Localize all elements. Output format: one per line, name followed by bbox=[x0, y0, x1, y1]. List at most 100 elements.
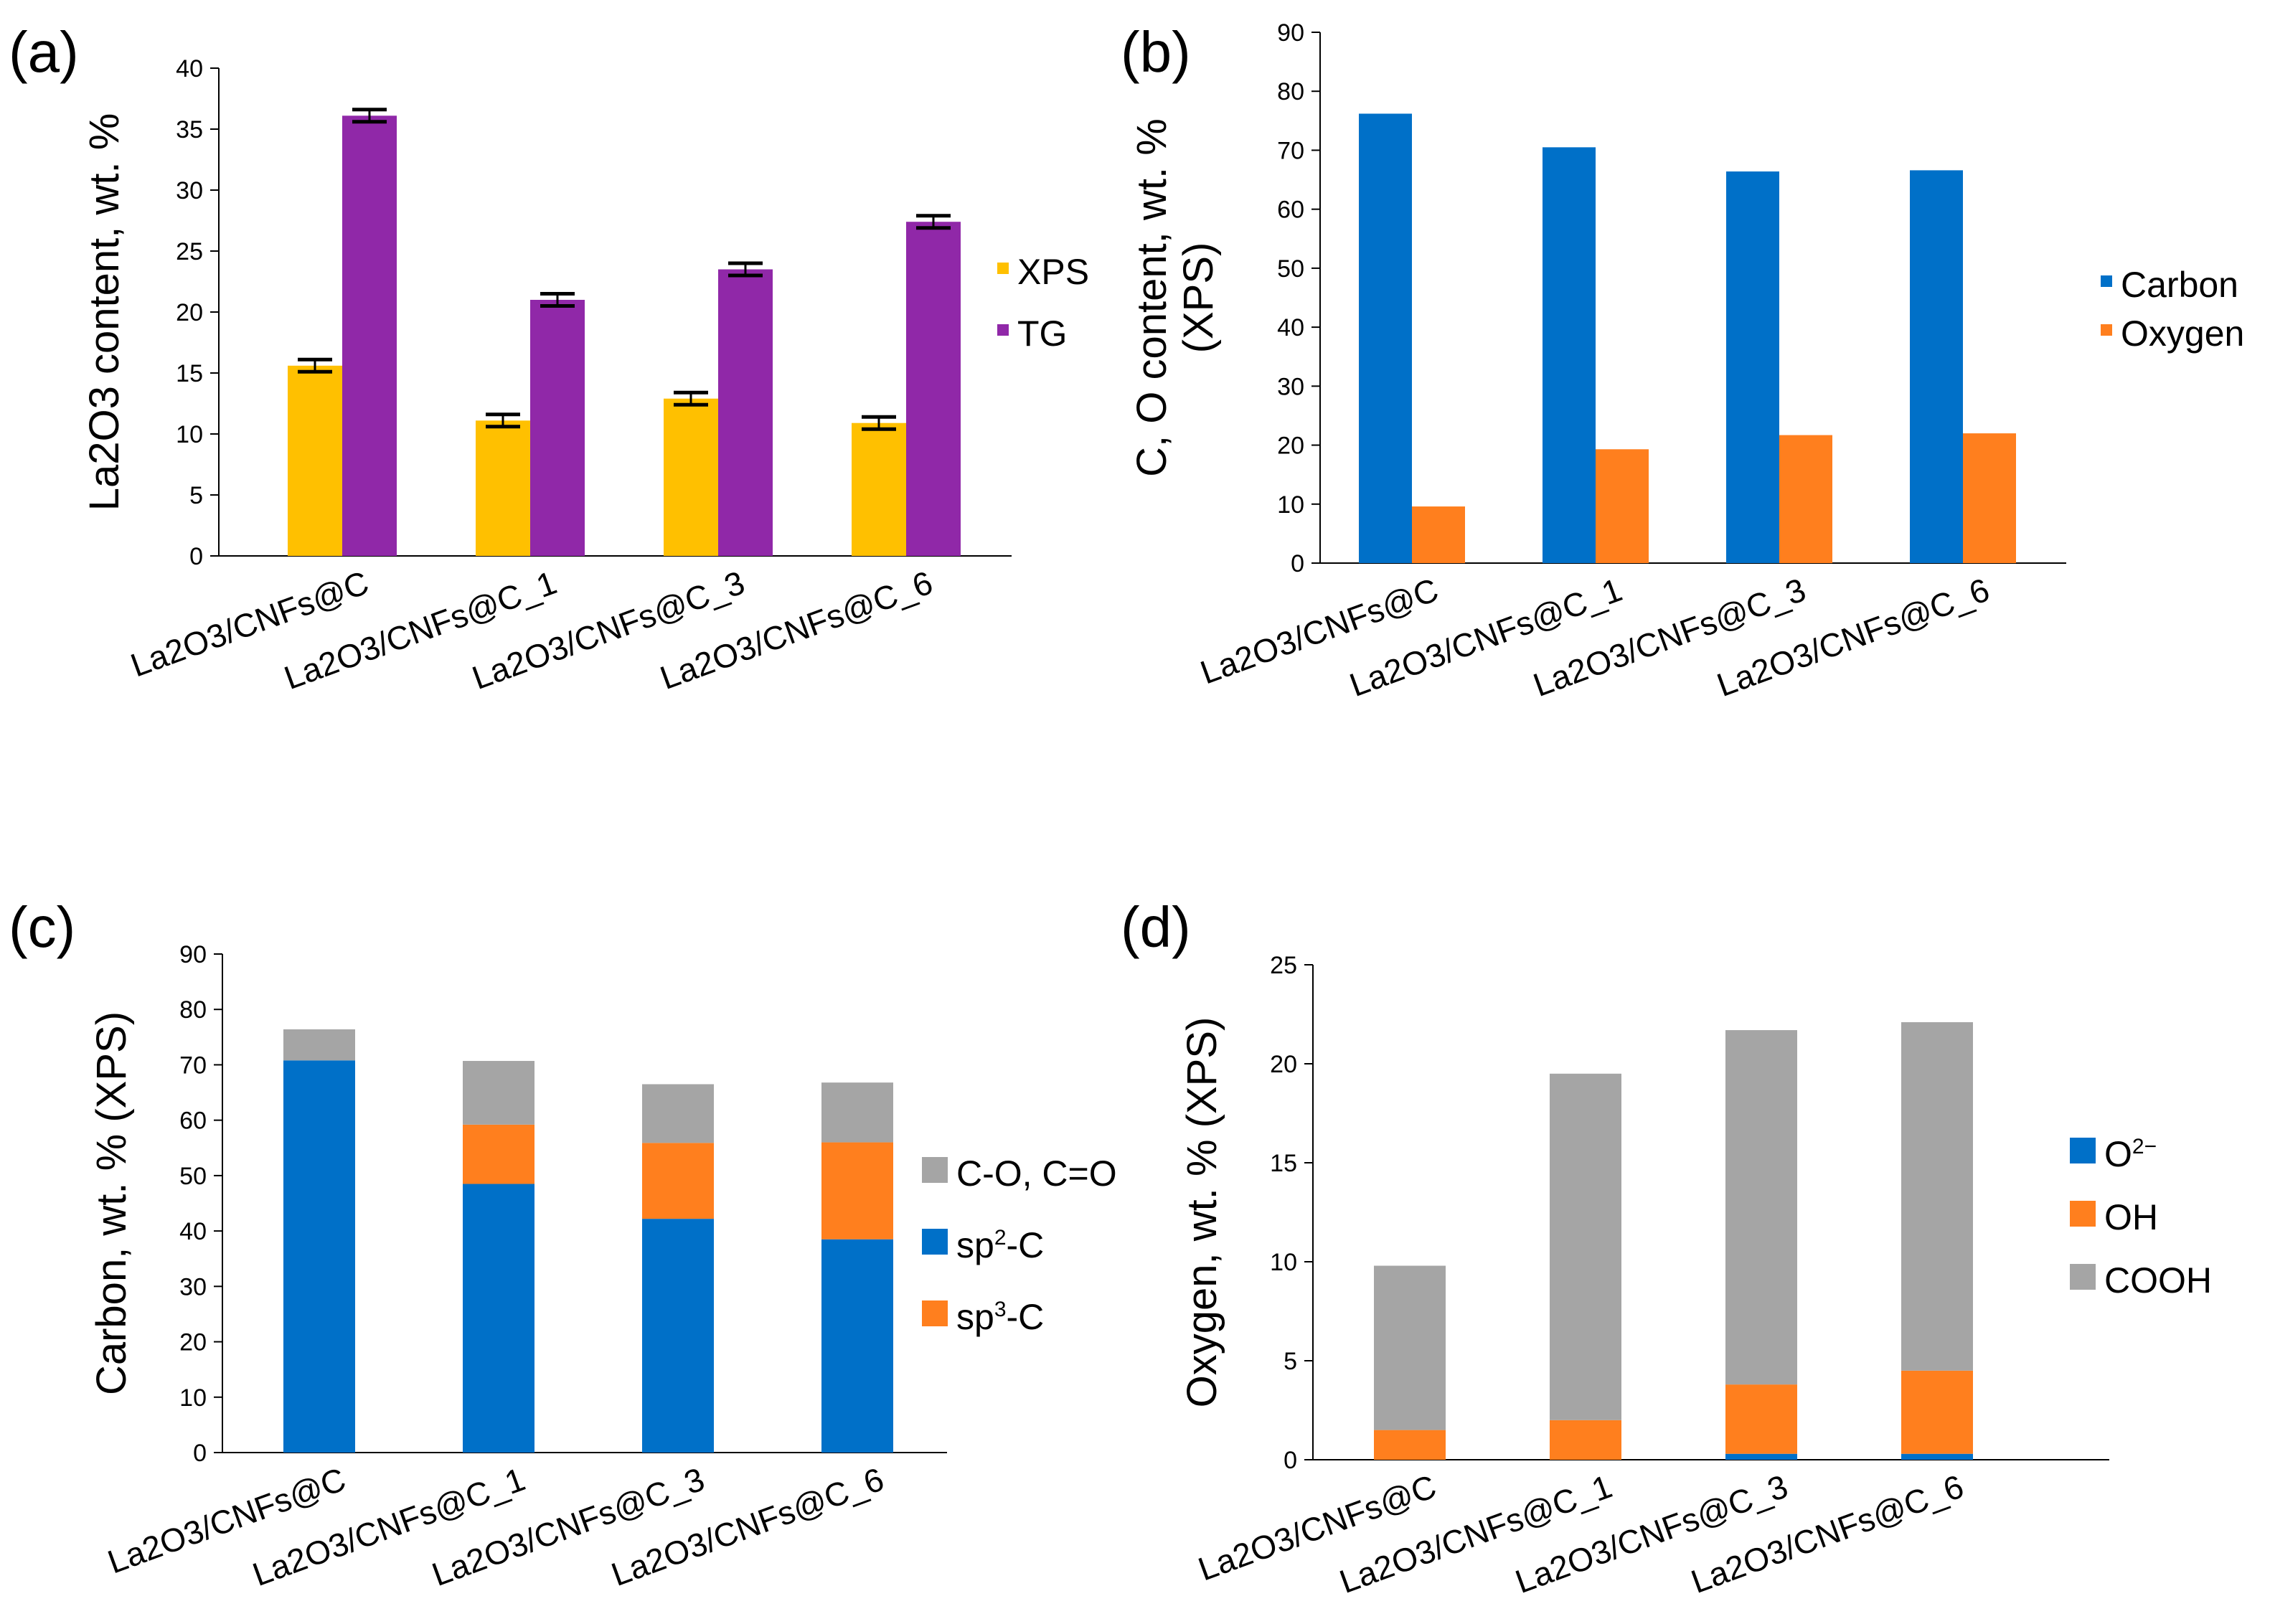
y-tick-label: 0 bbox=[1291, 550, 1304, 577]
y-tick-label: 80 bbox=[1277, 78, 1304, 105]
legend-label: OH bbox=[2104, 1197, 2158, 1237]
y-tick-label: 15 bbox=[1270, 1150, 1297, 1177]
y-tick-label: 90 bbox=[1277, 19, 1304, 47]
bar-segment-c-o-c-o-2 bbox=[463, 1061, 534, 1125]
bar-oxygen-1 bbox=[1412, 506, 1465, 563]
y-tick-label: 5 bbox=[189, 482, 203, 509]
bar-segment-cooh-3 bbox=[1725, 1030, 1797, 1385]
y-tick-label: 30 bbox=[1277, 373, 1304, 400]
legend-label: O2− bbox=[2104, 1134, 2157, 1174]
y-tick-label: 0 bbox=[193, 1440, 207, 1467]
bar-oxygen-4 bbox=[1963, 433, 2016, 563]
y-tick-label: 80 bbox=[179, 996, 207, 1024]
legend-label: Oxygen bbox=[2121, 313, 2244, 354]
y-tick-label: 5 bbox=[1284, 1348, 1297, 1375]
y-tick-label: 50 bbox=[179, 1163, 207, 1190]
y-tick-label: 40 bbox=[179, 1218, 207, 1245]
bar-segment-oh-2 bbox=[1550, 1420, 1621, 1460]
panel-label-c: (c) bbox=[9, 895, 75, 959]
panel-label-b: (b) bbox=[1121, 20, 1191, 84]
bar-tg-3 bbox=[718, 269, 773, 556]
y-tick-label: 15 bbox=[176, 360, 203, 387]
y-tick-label: 10 bbox=[1277, 491, 1304, 519]
bar-segment-o2--4 bbox=[1901, 1453, 1973, 1460]
y-axis-title: La2O3 content, wt. % bbox=[81, 113, 128, 511]
y-axis-title: Carbon, wt. % (XPS) bbox=[88, 1011, 135, 1395]
panel-label-a: (a) bbox=[9, 20, 79, 84]
bar-segment-c-o-c-o-3 bbox=[642, 1084, 714, 1143]
legend-label: TG bbox=[1017, 313, 1067, 354]
bar-segment-sp2-c-2 bbox=[463, 1184, 534, 1453]
y-tick-label: 25 bbox=[176, 238, 203, 265]
bar-segment-cooh-4 bbox=[1901, 1022, 1973, 1371]
y-tick-label: 50 bbox=[1277, 255, 1304, 283]
y-tick-label: 60 bbox=[179, 1108, 207, 1135]
legend-label: COOH bbox=[2104, 1260, 2212, 1300]
y-tick-label: 60 bbox=[1277, 197, 1304, 224]
legend-label: XPS bbox=[1017, 252, 1089, 292]
legend-swatch bbox=[2101, 275, 2112, 287]
y-tick-label: 30 bbox=[179, 1273, 207, 1300]
y-tick-label: 35 bbox=[176, 116, 203, 143]
y-tick-label: 10 bbox=[1270, 1249, 1297, 1276]
bar-segment-sp2-c-4 bbox=[821, 1239, 893, 1453]
legend-swatch bbox=[922, 1229, 948, 1255]
y-tick-label: 20 bbox=[176, 299, 203, 326]
bar-xps-4 bbox=[852, 422, 906, 556]
legend: XPS TG bbox=[997, 252, 1089, 354]
legend-label: Carbon bbox=[2121, 265, 2238, 305]
y-tick-label: 25 bbox=[1270, 952, 1297, 979]
y-tick-label: 20 bbox=[1277, 433, 1304, 460]
y-tick-label: 70 bbox=[179, 1052, 207, 1079]
legend: O2− OH COOH bbox=[2070, 1134, 2212, 1300]
bar-segment-sp3-c-4 bbox=[821, 1142, 893, 1240]
legend-label: C-O, C=O bbox=[956, 1153, 1117, 1194]
legend-swatch bbox=[2101, 324, 2112, 336]
legend-swatch bbox=[997, 263, 1009, 274]
bar-segment-oh-4 bbox=[1901, 1370, 1973, 1454]
bar-segment-sp2-c-3 bbox=[642, 1219, 714, 1453]
y-tick-label: 40 bbox=[1277, 314, 1304, 341]
y-tick-label: 20 bbox=[179, 1329, 207, 1356]
bar-carbon-3 bbox=[1726, 171, 1779, 564]
legend: C-O, C=O sp2-C sp3-C bbox=[922, 1153, 1117, 1337]
bar-segment-cooh-1 bbox=[1374, 1265, 1446, 1430]
bar-oxygen-2 bbox=[1596, 449, 1649, 563]
bar-segment-cooh-2 bbox=[1550, 1073, 1621, 1420]
y-tick-label: 40 bbox=[176, 55, 203, 82]
y-tick-label: 10 bbox=[179, 1384, 207, 1412]
bar-tg-2 bbox=[530, 300, 585, 556]
bar-xps-2 bbox=[476, 420, 530, 556]
bar-segment-c-o-c-o-4 bbox=[821, 1082, 893, 1143]
bar-segment-sp3-c-2 bbox=[463, 1124, 534, 1184]
bar-segment-c-o-c-o-1 bbox=[283, 1029, 355, 1061]
y-tick-label: 0 bbox=[189, 543, 203, 570]
legend: Carbon Oxygen bbox=[2101, 265, 2244, 354]
bar-segment-sp2-c-1 bbox=[283, 1060, 355, 1453]
y-axis-title-line2: (XPS) bbox=[1175, 242, 1222, 354]
y-tick-label: 30 bbox=[176, 177, 203, 204]
y-tick-label: 20 bbox=[1270, 1051, 1297, 1078]
bar-tg-1 bbox=[342, 115, 397, 557]
bar-oxygen-3 bbox=[1779, 435, 1832, 563]
legend-swatch bbox=[997, 324, 1009, 336]
bar-segment-sp3-c-3 bbox=[642, 1143, 714, 1219]
legend-label: sp3-C bbox=[956, 1297, 1044, 1337]
y-axis-title: Oxygen, wt. % (XPS) bbox=[1179, 1017, 1225, 1408]
y-tick-label: 90 bbox=[179, 941, 207, 968]
y-tick-label: 70 bbox=[1277, 137, 1304, 164]
y-tick-label: 10 bbox=[176, 421, 203, 448]
y-tick-label: 0 bbox=[1284, 1447, 1297, 1474]
bar-carbon-1 bbox=[1359, 113, 1412, 563]
bar-xps-3 bbox=[664, 398, 718, 556]
bar-segment-o2--3 bbox=[1725, 1453, 1797, 1460]
bar-segment-oh-1 bbox=[1374, 1430, 1446, 1460]
legend-swatch bbox=[922, 1300, 948, 1326]
bar-tg-4 bbox=[906, 222, 961, 556]
legend-swatch bbox=[922, 1157, 948, 1183]
bar-carbon-4 bbox=[1910, 170, 1963, 563]
legend-swatch bbox=[2070, 1201, 2096, 1227]
y-axis-title: C, O content, wt. % bbox=[1129, 118, 1175, 477]
panel-label-d: (d) bbox=[1121, 895, 1191, 959]
